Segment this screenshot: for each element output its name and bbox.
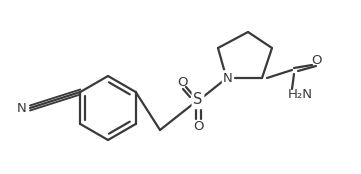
Text: N: N	[17, 101, 27, 114]
Text: N: N	[223, 72, 233, 85]
Text: O: O	[193, 120, 203, 132]
Text: S: S	[193, 93, 203, 108]
Text: O: O	[177, 76, 187, 89]
Text: O: O	[311, 53, 321, 66]
Text: H₂N: H₂N	[287, 89, 313, 101]
